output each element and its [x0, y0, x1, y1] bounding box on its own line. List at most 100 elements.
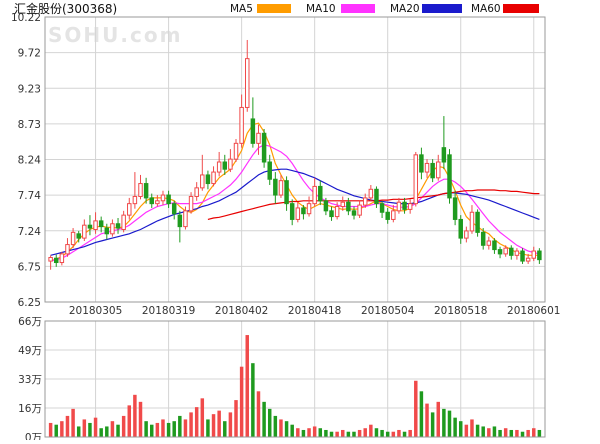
volume-bar: [509, 429, 514, 437]
candle-body-up: [525, 257, 531, 262]
volume-bar: [515, 429, 519, 437]
candle-body-up: [531, 250, 537, 259]
date-label: 20180504: [361, 305, 415, 317]
ma-line-ma5: [50, 122, 540, 262]
price-tick-label: 6.75: [18, 261, 41, 273]
candle-body-up: [413, 154, 419, 205]
volume-bar: [166, 422, 171, 437]
volume-bar: [54, 424, 58, 437]
legend-ma20-label: MA20: [390, 3, 420, 15]
candle-body-down: [143, 183, 149, 199]
volume-bar: [189, 412, 193, 437]
sohu-watermark: SOHU.com: [48, 23, 182, 47]
candle-body-down: [149, 197, 154, 205]
volume-bar: [385, 431, 390, 437]
volume-tick-label: 66万: [18, 316, 42, 328]
candle-body-up: [396, 201, 402, 212]
volume-tick-label: 33万: [18, 374, 42, 386]
price-tick-label: 9.23: [18, 83, 41, 95]
volume-bar: [447, 410, 452, 437]
volume-bar: [82, 419, 87, 437]
volume-bar: [251, 363, 255, 437]
candle-body-up: [239, 106, 244, 144]
price-axis-ticks: 10.22 9.72 9.23 8.73 8.24 7.74 7.24 6.75 6.25: [11, 12, 41, 309]
candle-body-up: [436, 161, 441, 179]
candle-body-up: [121, 214, 126, 230]
candle-body-down: [537, 250, 542, 261]
candle-body-down: [374, 188, 379, 205]
volume-bar: [458, 421, 463, 437]
volume-tick-label: 0万: [25, 432, 42, 440]
candle-body-down: [177, 214, 183, 228]
volume-bar: [116, 424, 120, 437]
volume-tick-label: 16万: [18, 403, 42, 415]
volume-bar: [121, 415, 126, 437]
volume-bar: [453, 417, 457, 437]
volume-bar: [307, 428, 311, 437]
volume-bar: [194, 407, 199, 437]
legend-ma60-label: MA60: [471, 3, 501, 15]
candle-body-up: [93, 220, 98, 230]
candle-body-up: [312, 185, 317, 205]
candle-body-up: [340, 201, 345, 208]
volume-bar: [301, 429, 306, 437]
candle-body-down: [419, 154, 424, 173]
candle-body-up: [407, 203, 413, 210]
legend-ma20-swatch: [422, 4, 462, 13]
candle-body-up: [132, 195, 138, 205]
volume-bar: [228, 412, 233, 437]
legend-ma60-swatch: [503, 4, 539, 13]
price-tick-label: 6.25: [18, 297, 41, 309]
candle-body-up: [127, 203, 132, 216]
candle-body-down: [379, 203, 385, 213]
legend-ma10-label: MA10: [306, 3, 336, 15]
candle-body-up: [486, 240, 492, 246]
volume-bar: [498, 429, 502, 437]
volume-bar: [296, 428, 300, 437]
volume-bar: [363, 428, 367, 437]
legend-ma5-swatch: [257, 4, 291, 13]
candle-body-down: [520, 250, 525, 262]
volume-bar: [76, 426, 81, 437]
legend-ma5-label: MA5: [230, 3, 253, 15]
candle-body-up: [228, 158, 233, 170]
candle-body-down: [284, 180, 289, 205]
candle-body-down: [318, 185, 323, 202]
volume-grid: [45, 321, 545, 437]
candle-body-down: [166, 194, 171, 205]
volume-bar: [329, 431, 334, 437]
candle-body-up: [48, 256, 53, 262]
volume-bar: [155, 422, 160, 437]
price-tick-label: 8.73: [18, 119, 41, 131]
volume-bar: [419, 391, 424, 437]
volume-axis-ticks: 66万 49万 33万 16万 0万: [18, 316, 42, 444]
candle-body-up: [424, 162, 430, 173]
volume-bar: [335, 431, 339, 437]
candle-body-up: [256, 132, 261, 144]
volume-bar: [110, 421, 115, 437]
volume-bar: [200, 398, 205, 437]
volume-bar: [374, 428, 379, 437]
volume-bar: [60, 421, 64, 437]
candle-body-up: [464, 230, 469, 239]
volume-bar: [425, 403, 429, 437]
volume-bar: [206, 419, 210, 437]
candle-body-down: [458, 218, 463, 239]
candle-body-up: [110, 223, 115, 235]
date-label: 20180402: [215, 305, 268, 317]
candle-body-down: [250, 118, 256, 144]
candle-body-up: [200, 174, 205, 189]
volume-bar: [71, 408, 75, 437]
candlesticks: [48, 39, 542, 270]
volume-bar: [526, 429, 530, 437]
candle-body-down: [301, 207, 306, 215]
volume-bar: [217, 410, 221, 437]
candle-body-down: [385, 211, 390, 220]
volume-bar: [256, 391, 261, 437]
volume-bar: [161, 419, 165, 437]
date-axis-labels: 20180305 20180319 20180402 20180418 20180504…: [69, 305, 561, 317]
candle-body-up: [357, 204, 362, 216]
volume-bar: [262, 401, 266, 437]
candle-body-down: [480, 231, 486, 246]
candle-body-up: [469, 211, 475, 232]
